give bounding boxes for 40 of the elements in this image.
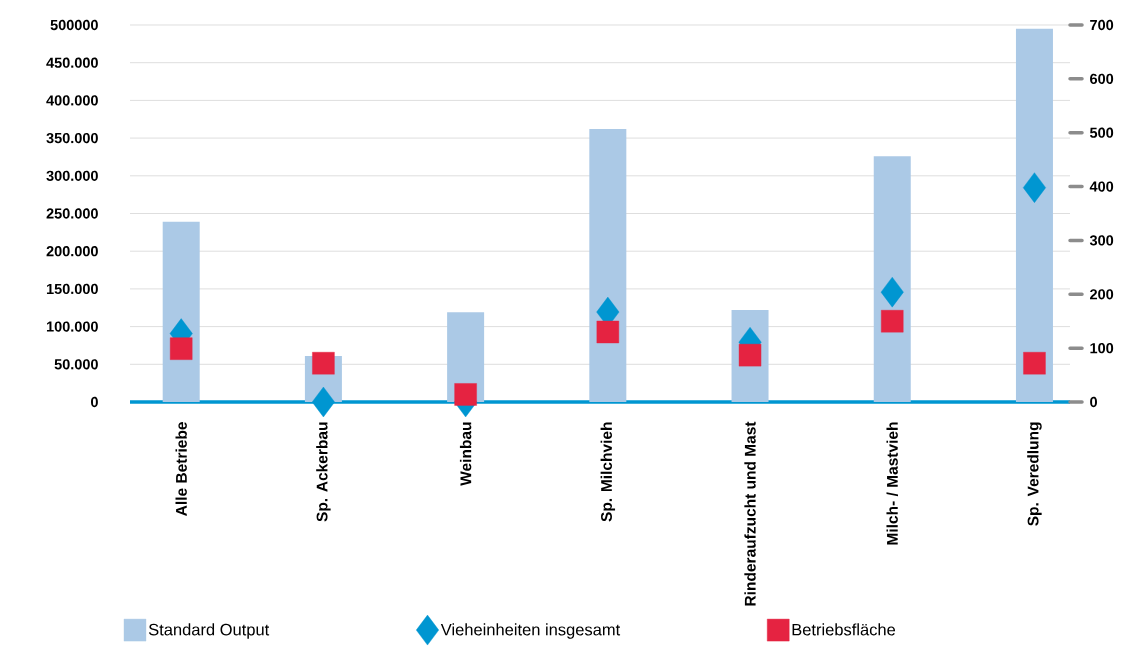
- point: [881, 310, 904, 333]
- y2-tick-label: 500: [1089, 127, 1114, 138]
- y-tick-label: 0: [90, 396, 98, 408]
- y-tick-label: 100.000: [46, 321, 98, 332]
- y-tick-label: 350.000: [46, 132, 98, 144]
- y-tick-label: 400.000: [46, 95, 98, 106]
- bar: [1015, 28, 1053, 402]
- y2-tick-label: 700: [1090, 19, 1114, 31]
- point: [170, 337, 193, 360]
- x-tick-label: Sp. Veredlung: [1027, 422, 1042, 526]
- y2-tick-label: 300: [1089, 235, 1114, 246]
- point: [311, 386, 335, 418]
- y-tick-label: 50.000: [54, 359, 98, 370]
- x-tick-label: Weinbau: [459, 422, 472, 486]
- legend-label: Standard Output: [148, 623, 270, 639]
- y-tick-label: 450.000: [46, 57, 98, 68]
- y-tick-label: 200.000: [46, 246, 98, 257]
- point: [1023, 352, 1046, 375]
- y2-tick-label: 0: [1090, 396, 1097, 408]
- y2-tick-label: 400: [1089, 181, 1114, 192]
- y-tick-label: 500000: [50, 19, 98, 31]
- bar: [589, 129, 627, 402]
- y-tick-label: 150.000: [46, 283, 98, 295]
- x-tick-label: Sp. Ackerbau: [316, 422, 331, 522]
- y2-tick-label: 600: [1090, 73, 1114, 84]
- point: [312, 352, 335, 375]
- y-tick-label: 300.000: [46, 170, 98, 181]
- point: [596, 320, 620, 344]
- x-tick-label: Sp. Milchvieh: [600, 422, 616, 522]
- x-tick-label: Milch- / Mastvieh: [886, 422, 899, 545]
- y-tick-label: 250.000: [46, 208, 98, 219]
- legend-label: Vieheinheiten insgesamt: [440, 623, 621, 639]
- point: [1023, 172, 1046, 203]
- point: [880, 276, 904, 308]
- point: [454, 383, 477, 406]
- x-tick-label: Alle Betriebe: [175, 422, 187, 516]
- legend-label: Betriebsfläche: [792, 623, 896, 636]
- y2-tick-label: 100: [1090, 343, 1114, 354]
- y2-tick-label: 200: [1090, 289, 1114, 300]
- x-tick-label: Rinderaufzucht und Mast: [744, 421, 756, 606]
